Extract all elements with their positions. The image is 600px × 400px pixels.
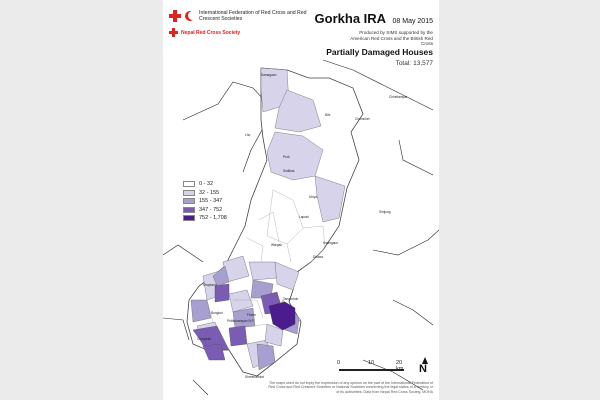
place-label: Warpak xyxy=(271,243,282,247)
legend-item: 32 - 155 xyxy=(183,189,227,198)
place-label: Shreenathkot xyxy=(245,375,264,379)
place-label: Simjung xyxy=(379,210,391,214)
place-label: Dhawa xyxy=(313,255,323,259)
place-label: Chhekampar xyxy=(389,95,408,99)
place-label: Sirdibas xyxy=(283,169,295,173)
place-label: Bungkot xyxy=(211,311,223,315)
legend-label: 347 - 752 xyxy=(199,206,223,213)
legend-item: 347 - 752 xyxy=(183,206,227,215)
vdc-class-4[interactable] xyxy=(192,283,284,361)
legend-label: 0 - 32 xyxy=(199,181,214,188)
disclaimer-text: The maps used do not imply the expressio… xyxy=(268,381,433,394)
vdc-class-3[interactable] xyxy=(190,265,300,371)
legend-swatch xyxy=(183,215,195,222)
legend-label: 155 - 347 xyxy=(199,198,223,205)
place-label: Laprak xyxy=(299,215,309,219)
legend-label: 32 - 155 xyxy=(199,189,220,196)
map-date: 08 May 2015 xyxy=(392,18,433,25)
place-label: Prithbinarayan N.P. xyxy=(227,319,254,323)
north-arrow: N xyxy=(417,357,431,375)
vdc-class-5[interactable] xyxy=(268,301,296,331)
place-label: Lho xyxy=(245,133,251,137)
credit-text: Produced by SIMS supported by the Americ… xyxy=(350,30,433,47)
place-label: Khoplang xyxy=(203,283,217,287)
legend-label: 752 - 1,708 xyxy=(199,215,227,222)
place-labels: Samagaun Lho Prok Sirdibas Chhekampar Bi… xyxy=(197,73,408,379)
legend-swatch xyxy=(183,206,195,213)
map-subtitle: Partially Damaged Houses xyxy=(326,47,433,57)
place-label: Kashigaun xyxy=(323,241,338,245)
place-label: Chhoprak xyxy=(197,337,211,341)
nrcs-logo: Nepal Red Cross Society xyxy=(169,28,240,37)
total-count: Total: 13,577 xyxy=(394,60,433,67)
ifrc-name: International Federation of Red Cross an… xyxy=(199,10,307,22)
nrcs-cross-icon xyxy=(169,28,178,37)
place-label: Prok xyxy=(283,155,290,159)
district-boundaries xyxy=(163,59,439,396)
scale-label-mid: 10 xyxy=(368,360,375,366)
place-label: Finam xyxy=(247,313,256,317)
place-label: Samagaun xyxy=(261,73,277,77)
place-label: Bihi xyxy=(325,113,331,117)
red-cross-icon xyxy=(169,10,181,22)
north-label: N xyxy=(419,363,427,375)
district-map[interactable]: Samagaun Lho Prok Sirdibas Chhekampar Bi… xyxy=(163,0,439,400)
legend-item: 752 - 1,708 xyxy=(183,214,227,223)
title-block: Gorkha IRA 08 May 2015 Produced by SIMS … xyxy=(315,10,433,47)
legend-swatch xyxy=(183,181,195,188)
map-title: Gorkha IRA xyxy=(314,11,387,26)
total-value: 13,577 xyxy=(413,60,433,67)
place-label: Tanglichok xyxy=(283,297,298,301)
place-label: Uhiya xyxy=(309,195,317,199)
legend-swatch xyxy=(183,198,195,205)
scale-bar-graphic xyxy=(339,369,404,371)
ifrc-logo: International Federation of Red Cross an… xyxy=(169,10,309,22)
legend-item: 0 - 32 xyxy=(183,180,227,189)
nrcs-name: Nepal Red Cross Society xyxy=(181,29,241,36)
north-arrow-icon xyxy=(422,357,428,364)
scale-label-zero: 0 xyxy=(337,360,341,366)
vdc-boundaries xyxy=(206,189,326,327)
red-crescent-icon xyxy=(185,11,197,21)
place-label: Chumchet xyxy=(355,117,370,121)
legend-item: 155 - 347 xyxy=(183,197,227,206)
map-legend: 0 - 32 32 - 155 155 - 347 347 - 752 752 - 1,… xyxy=(183,180,227,223)
map-sheet: International Federation of Red Cross an… xyxy=(163,0,439,400)
legend-swatch xyxy=(183,189,195,196)
total-label: Total: xyxy=(395,60,412,67)
